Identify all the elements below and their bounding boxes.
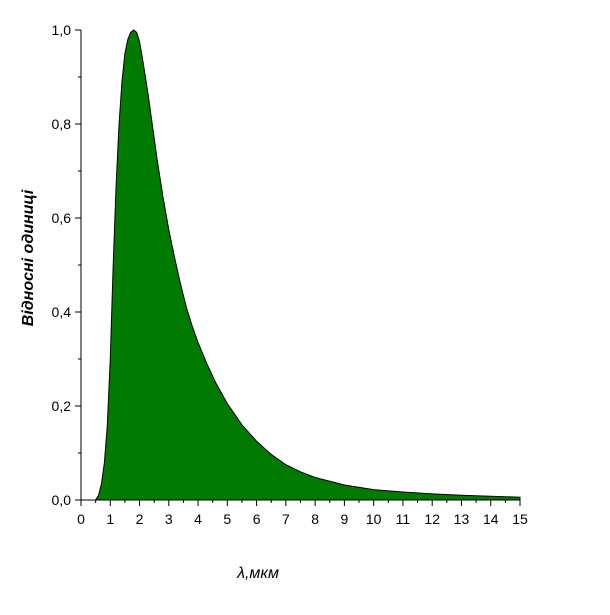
x-axis-title: λ,мкм bbox=[236, 565, 279, 582]
x-tick-label: 11 bbox=[396, 511, 411, 527]
x-tick-label: 5 bbox=[223, 511, 231, 527]
y-tick-label: 0,0 bbox=[52, 492, 72, 508]
x-tick-label: 9 bbox=[341, 511, 349, 527]
spectrum-area bbox=[94, 29, 521, 501]
x-tick-label: 1 bbox=[106, 511, 114, 527]
x-tick-label: 10 bbox=[366, 511, 382, 527]
x-ticks: 0 1 2 3 4 5 6 7 8 9 10 11 12 13 14 15 bbox=[77, 500, 528, 527]
x-tick-label: 12 bbox=[424, 511, 440, 527]
y-tick-label: 0,8 bbox=[52, 116, 72, 132]
x-tick-label: 2 bbox=[136, 511, 144, 527]
y-tick-label: 0,4 bbox=[52, 304, 72, 320]
x-tick-label: 15 bbox=[512, 511, 528, 527]
x-tick-label: 14 bbox=[483, 511, 499, 527]
x-tick-label: 13 bbox=[454, 511, 470, 527]
x-tick-label: 0 bbox=[77, 511, 85, 527]
y-tick-label: 0,6 bbox=[52, 210, 72, 226]
y-ticks: 0,0 0,2 0,4 0,6 0,8 1,0 bbox=[52, 22, 81, 508]
x-tick-label: 7 bbox=[282, 511, 290, 527]
x-tick-label: 8 bbox=[311, 511, 319, 527]
y-tick-label: 0,2 bbox=[52, 398, 72, 414]
x-tick-label: 3 bbox=[165, 511, 173, 527]
plot-area bbox=[94, 29, 521, 501]
y-axis-title: Відносні одиниці bbox=[20, 189, 37, 326]
x-tick-label: 4 bbox=[194, 511, 202, 527]
y-tick-label: 1,0 bbox=[52, 22, 72, 38]
x-tick-label: 6 bbox=[253, 511, 261, 527]
